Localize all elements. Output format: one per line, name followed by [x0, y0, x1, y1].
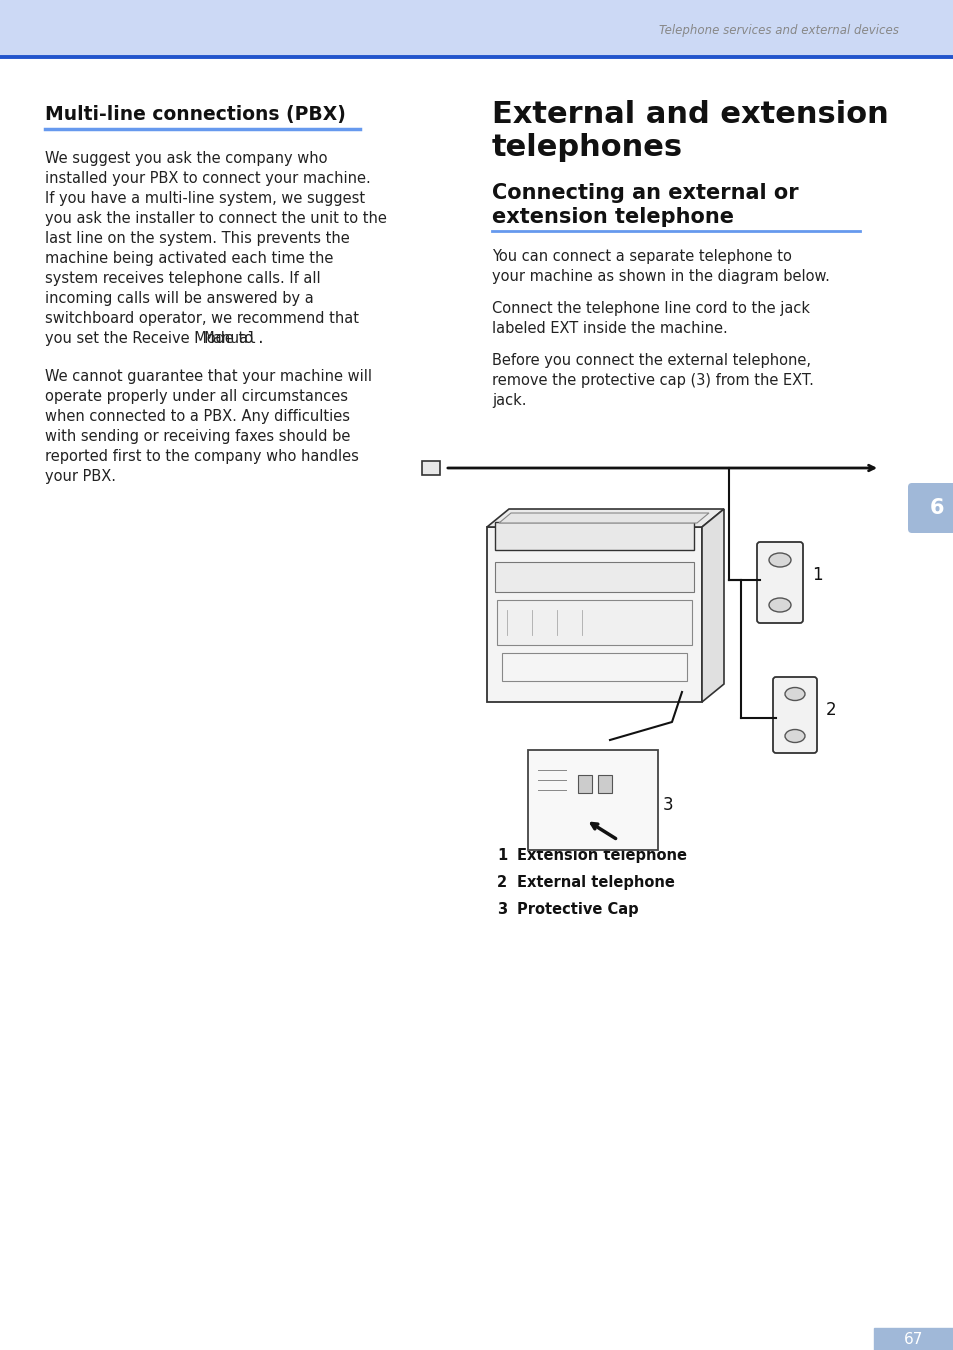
Polygon shape — [498, 513, 708, 522]
Ellipse shape — [784, 729, 804, 742]
FancyBboxPatch shape — [757, 541, 802, 622]
Text: when connected to a PBX. Any difficulties: when connected to a PBX. Any difficultie… — [45, 409, 350, 424]
Text: 2: 2 — [497, 875, 507, 890]
Polygon shape — [486, 509, 723, 526]
Text: extension telephone: extension telephone — [492, 207, 733, 227]
Text: jack.: jack. — [492, 393, 526, 408]
Text: reported first to the company who handles: reported first to the company who handle… — [45, 450, 358, 464]
Ellipse shape — [784, 687, 804, 701]
Text: telephones: telephones — [492, 134, 682, 162]
FancyBboxPatch shape — [495, 562, 693, 593]
Text: 1: 1 — [497, 848, 507, 863]
Text: Multi-line connections (PBX): Multi-line connections (PBX) — [45, 105, 346, 124]
Bar — [873, 1328, 953, 1350]
Text: We suggest you ask the company who: We suggest you ask the company who — [45, 151, 327, 166]
FancyBboxPatch shape — [772, 676, 816, 753]
FancyBboxPatch shape — [598, 775, 612, 792]
Text: Telephone services and external devices: Telephone services and external devices — [659, 24, 898, 36]
FancyBboxPatch shape — [527, 751, 658, 850]
Text: You can connect a separate telephone to: You can connect a separate telephone to — [492, 248, 791, 265]
Text: Protective Cap: Protective Cap — [517, 902, 638, 917]
Text: External and extension: External and extension — [492, 100, 888, 130]
Text: you ask the installer to connect the unit to the: you ask the installer to connect the uni… — [45, 211, 387, 225]
FancyBboxPatch shape — [501, 653, 686, 680]
Text: system receives telephone calls. If all: system receives telephone calls. If all — [45, 271, 320, 286]
Text: 6: 6 — [929, 498, 943, 518]
Text: with sending or receiving faxes should be: with sending or receiving faxes should b… — [45, 429, 350, 444]
Text: We cannot guarantee that your machine will: We cannot guarantee that your machine wi… — [45, 369, 372, 383]
Text: your PBX.: your PBX. — [45, 468, 116, 485]
Text: incoming calls will be answered by a: incoming calls will be answered by a — [45, 292, 314, 306]
Text: you set the Receive Mode to: you set the Receive Mode to — [45, 331, 257, 346]
FancyBboxPatch shape — [421, 460, 439, 475]
Text: remove the protective cap (3) from the EXT.: remove the protective cap (3) from the E… — [492, 373, 813, 387]
Text: 2: 2 — [825, 701, 836, 720]
FancyBboxPatch shape — [486, 526, 701, 702]
FancyBboxPatch shape — [578, 775, 592, 792]
Text: 67: 67 — [903, 1331, 923, 1346]
Text: your machine as shown in the diagram below.: your machine as shown in the diagram bel… — [492, 269, 829, 284]
Text: labeled EXT inside the machine.: labeled EXT inside the machine. — [492, 321, 727, 336]
Polygon shape — [701, 509, 723, 702]
Text: switchboard operator, we recommend that: switchboard operator, we recommend that — [45, 310, 358, 325]
FancyBboxPatch shape — [497, 599, 691, 645]
Text: 3: 3 — [662, 796, 673, 814]
Text: machine being activated each time the: machine being activated each time the — [45, 251, 333, 266]
Text: Extension telephone: Extension telephone — [517, 848, 686, 863]
Bar — [0, 0, 953, 57]
Text: 3: 3 — [497, 902, 507, 917]
Text: Connecting an external or: Connecting an external or — [492, 184, 798, 202]
Text: 1: 1 — [811, 566, 821, 585]
Text: last line on the system. This prevents the: last line on the system. This prevents t… — [45, 231, 350, 246]
Text: installed your PBX to connect your machine.: installed your PBX to connect your machi… — [45, 171, 371, 186]
Ellipse shape — [768, 554, 790, 567]
Ellipse shape — [768, 598, 790, 612]
Text: Connect the telephone line cord to the jack: Connect the telephone line cord to the j… — [492, 301, 809, 316]
FancyBboxPatch shape — [495, 522, 693, 549]
Text: operate properly under all circumstances: operate properly under all circumstances — [45, 389, 348, 404]
Text: Manual.: Manual. — [204, 331, 265, 346]
FancyBboxPatch shape — [907, 483, 953, 533]
Text: Before you connect the external telephone,: Before you connect the external telephon… — [492, 352, 810, 369]
Text: External telephone: External telephone — [517, 875, 674, 890]
Text: If you have a multi-line system, we suggest: If you have a multi-line system, we sugg… — [45, 190, 365, 207]
